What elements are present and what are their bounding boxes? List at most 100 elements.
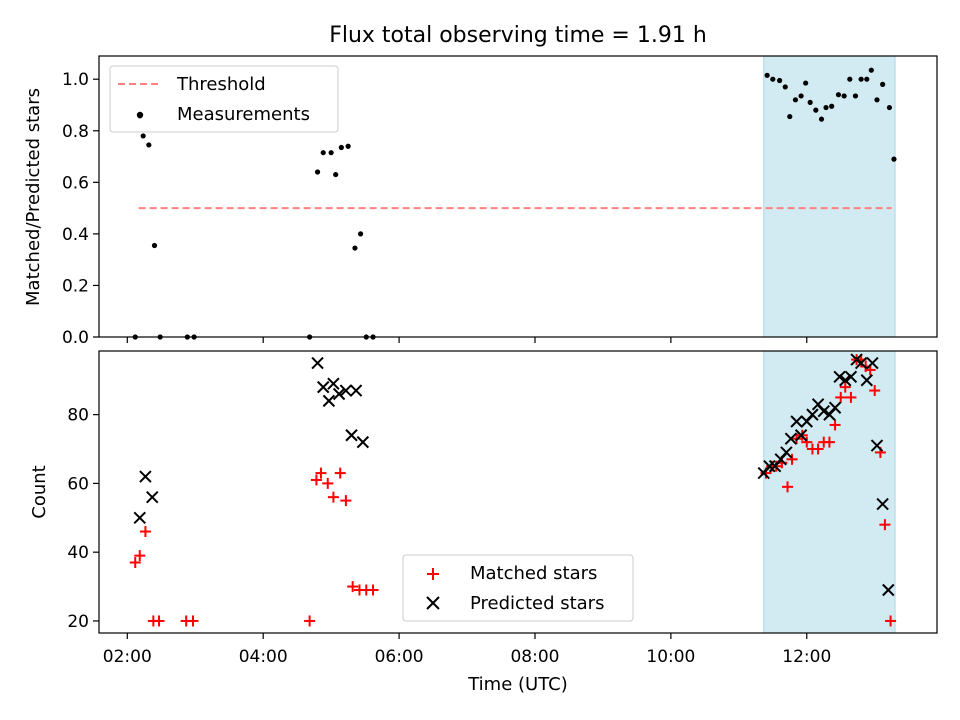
measurement-point	[787, 113, 793, 120]
ratio-axes-frame	[98, 55, 938, 338]
count-y-axis-label: Count	[29, 465, 50, 518]
predicted-star-point	[322, 394, 336, 408]
matched-star-point	[315, 467, 327, 479]
matched-star-point	[829, 419, 841, 431]
ratio-legend: Threshold Measurements	[109, 65, 339, 133]
predicted-star-point	[349, 384, 363, 397]
predicted-star-point	[311, 356, 324, 370]
matched-star-point	[139, 526, 151, 538]
measurement-point	[140, 133, 146, 139]
matched-star-point	[367, 584, 379, 596]
matched-star-point	[869, 385, 881, 397]
predicted-legend-label: Predicted stars	[470, 593, 604, 614]
figure-title: Flux total observing time = 1.91 h	[329, 23, 707, 48]
count-y-tick-label: 60	[67, 474, 89, 494]
measurement-point	[868, 67, 874, 73]
x-tick-label: 02:00	[103, 647, 152, 667]
predicted-star-point	[146, 490, 159, 504]
measurement-point	[835, 92, 842, 98]
predicted-star-point	[833, 370, 846, 383]
measurement-point	[886, 104, 893, 111]
ratio-y-axis-label: Matched/Predicted stars	[23, 88, 44, 306]
matched-star-point	[334, 467, 346, 479]
count-y-axis: 20 40 60 80	[67, 406, 99, 632]
predicted-star-point	[790, 415, 803, 428]
x-tick-label: 06:00	[375, 647, 424, 667]
matched-star-point	[134, 550, 146, 562]
measurement-point	[798, 93, 804, 99]
predicted-star-point	[794, 429, 808, 442]
predicted-star-point	[817, 404, 830, 418]
ratio-y-tick-label: 1.0	[62, 70, 89, 90]
matched-star-point	[845, 391, 857, 403]
ratio-y-tick-label: 0.6	[62, 173, 89, 193]
predicted-star-point	[844, 370, 858, 383]
measurement-point	[847, 76, 853, 82]
x-tick-label: 12:00	[782, 647, 831, 667]
count-legend-box	[402, 554, 634, 622]
count-y-tick-label: 40	[67, 543, 89, 563]
measurement-point	[864, 76, 870, 82]
measurement-point	[803, 80, 809, 86]
matched-star-point	[786, 453, 798, 465]
matched-star-point	[310, 474, 322, 486]
measurements-legend-label: Measurements	[177, 104, 310, 125]
ratio-panel: 0.0 0.2 0.4 0.6 0.8 1.0 Matched/Predicted sta…	[23, 55, 938, 348]
threshold-legend-label: Threshold	[176, 74, 266, 95]
matched-star-point	[153, 615, 165, 627]
predicted-star-point	[339, 384, 353, 397]
predicted-star-point	[806, 408, 819, 421]
measurement-point	[823, 104, 829, 111]
predicted-star-point	[882, 583, 895, 597]
count-x-axis: 02:00 04:00 06:00 08:00 10:00 12:00	[103, 633, 831, 667]
x-tick-label: 10:00	[646, 647, 695, 667]
ratio-plot-area	[132, 55, 897, 340]
ratio-y-tick-label: 0.4	[62, 225, 89, 245]
predicted-star-point	[860, 374, 873, 387]
measurement-point	[764, 72, 770, 78]
measurement-point	[328, 150, 334, 156]
measurement-point	[146, 142, 152, 148]
measurement-point	[792, 97, 799, 103]
matched-star-point	[322, 477, 334, 489]
measurement-point	[151, 242, 158, 249]
measurement-point	[357, 231, 364, 237]
predicted-legend-swatch	[426, 596, 440, 610]
x-tick-label: 04:00	[239, 647, 288, 667]
ratio-highlight-span	[763, 55, 896, 338]
count-axes-frame	[98, 350, 938, 634]
matched-star-point	[347, 581, 359, 593]
count-y-tick-label: 80	[67, 406, 89, 426]
matched-star-point	[879, 519, 891, 531]
predicted-star-point	[356, 435, 370, 449]
measurement-point	[338, 144, 344, 151]
predicted-star-point	[870, 439, 884, 452]
measurement-point	[782, 84, 788, 90]
count-plot-area	[129, 350, 897, 634]
matched-legend-label: Matched stars	[470, 563, 597, 584]
predicted-star-point	[133, 511, 146, 524]
predicted-star-point	[139, 470, 152, 483]
predicted-star-point	[332, 387, 346, 401]
matched-star-point	[835, 391, 847, 403]
predicted-star-point	[317, 380, 330, 394]
ratio-y-tick-label: 0.0	[62, 328, 89, 348]
predicted-star-point	[327, 377, 340, 390]
predicted-star-point	[345, 429, 358, 442]
measurement-point	[818, 116, 825, 122]
measurement-point	[852, 93, 859, 99]
measurements-legend-swatch	[136, 111, 144, 119]
predicted-star-point	[828, 401, 842, 414]
predicted-star-point	[763, 460, 776, 473]
matched-star-point	[782, 481, 794, 493]
matched-star-point	[327, 491, 339, 503]
ratio-y-axis: 0.0 0.2 0.4 0.6 0.8 1.0	[62, 70, 99, 348]
measurement-point	[858, 76, 864, 82]
matched-star-point	[340, 495, 352, 507]
measurement-point	[813, 107, 819, 113]
ratio-y-tick-label: 0.2	[62, 276, 89, 296]
ratio-legend-box	[109, 65, 339, 133]
matched-star-point	[129, 557, 141, 568]
predicted-star-point	[866, 356, 879, 370]
predicted-star-point	[839, 374, 852, 387]
